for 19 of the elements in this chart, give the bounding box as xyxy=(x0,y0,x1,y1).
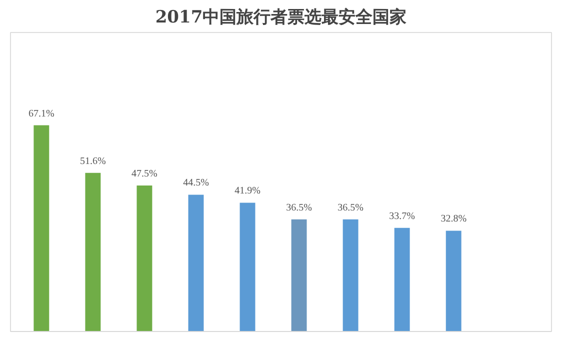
bar xyxy=(85,172,101,332)
data-label: 47.5% xyxy=(132,168,158,180)
bar xyxy=(136,186,152,332)
bar xyxy=(240,202,256,332)
bar xyxy=(394,228,410,332)
data-label: 41.9% xyxy=(234,186,260,197)
bar xyxy=(34,125,50,332)
bar xyxy=(342,219,358,332)
data-label: 36.5% xyxy=(338,202,364,214)
data-label: 36.5% xyxy=(286,202,312,214)
bar xyxy=(291,219,307,332)
data-label: 67.1% xyxy=(28,108,54,120)
chart-title: 2017中国旅行者票选最安全国家 xyxy=(155,8,407,28)
data-label: 44.5% xyxy=(183,178,209,189)
bar xyxy=(188,194,204,332)
data-label: 33.7% xyxy=(389,210,416,222)
data-label: 32.8% xyxy=(440,214,467,225)
bar xyxy=(446,230,462,332)
data-label: 51.6% xyxy=(80,156,106,167)
